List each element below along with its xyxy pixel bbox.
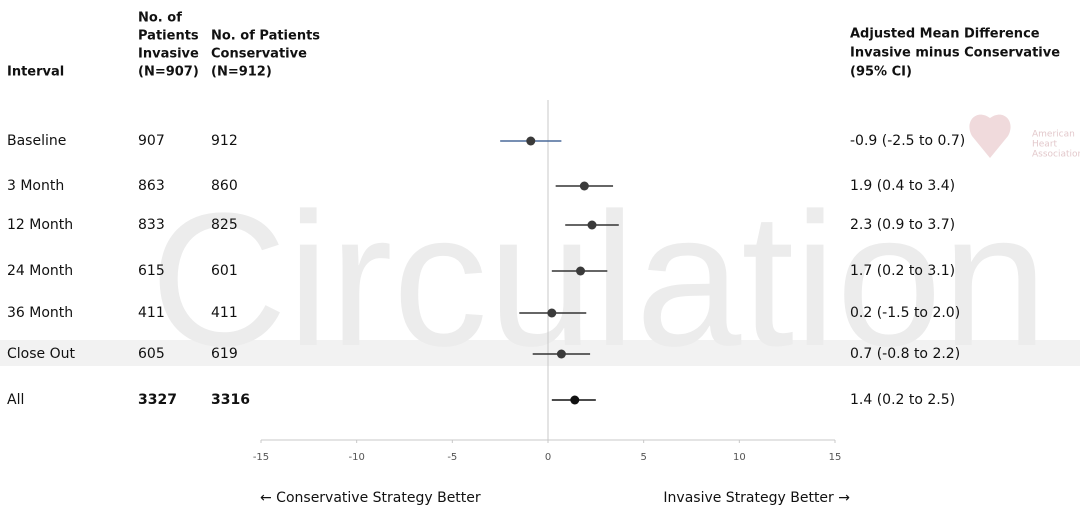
n-invasive: 863 <box>138 178 165 194</box>
x-tick-label: -10 <box>348 452 364 463</box>
n-conservative: 411 <box>211 305 238 321</box>
estimate-point <box>526 136 536 146</box>
x-tick-label: 0 <box>545 452 551 463</box>
column-header: Conservative <box>211 47 307 62</box>
column-header: Invasive minus Conservative <box>850 46 1060 61</box>
x-tick-label: 10 <box>733 452 746 463</box>
n-conservative: 601 <box>211 263 238 279</box>
n-invasive: 411 <box>138 305 165 321</box>
column-header: No. of Patients <box>211 29 320 44</box>
row-label: All <box>7 392 24 408</box>
column-header: Patients <box>138 29 199 44</box>
logo-text: Association <box>1032 150 1080 160</box>
x-tick-label: -5 <box>447 452 457 463</box>
logo-text: Heart <box>1032 140 1058 150</box>
ci-label: 2.3 (0.9 to 3.7) <box>850 217 955 233</box>
column-header: Adjusted Mean Difference <box>850 27 1040 42</box>
row-label: 36 Month <box>7 305 73 321</box>
estimate-point <box>570 395 580 405</box>
row-label: Close Out <box>7 346 75 362</box>
n-conservative: 619 <box>211 346 238 362</box>
estimate-point <box>579 181 589 191</box>
left-direction-label: ← Conservative Strategy Better <box>260 490 481 506</box>
n-conservative: 912 <box>211 133 238 149</box>
row-label: 3 Month <box>7 178 64 194</box>
column-header: (95% CI) <box>850 65 912 80</box>
ci-label: 0.2 (-1.5 to 2.0) <box>850 305 960 321</box>
n-invasive: 833 <box>138 217 165 233</box>
column-header: No. of <box>138 11 182 26</box>
n-conservative: 860 <box>211 178 238 194</box>
ci-label: -0.9 (-2.5 to 0.7) <box>850 133 965 149</box>
estimate-point <box>587 220 597 230</box>
estimate-point <box>576 266 586 276</box>
ci-label: 1.4 (0.2 to 2.5) <box>850 392 955 408</box>
column-header: Interval <box>7 65 64 80</box>
ci-label: 1.9 (0.4 to 3.4) <box>850 178 955 194</box>
row-label: Baseline <box>7 133 66 149</box>
x-tick-label: 5 <box>640 452 646 463</box>
row-label: 12 Month <box>7 217 73 233</box>
n-conservative: 3316 <box>211 392 250 408</box>
column-header: (N=907) <box>138 65 199 80</box>
x-tick-label: 15 <box>829 452 842 463</box>
n-invasive: 3327 <box>138 392 177 408</box>
watermark: Circulation <box>150 174 1048 386</box>
x-tick-label: -15 <box>253 452 269 463</box>
column-header: Invasive <box>138 47 199 62</box>
row-label: 24 Month <box>7 263 73 279</box>
n-conservative: 825 <box>211 217 238 233</box>
column-header: (N=912) <box>211 65 272 80</box>
estimate-point <box>547 308 557 318</box>
logo-heart <box>969 114 1011 158</box>
logo-text: American <box>1032 130 1075 140</box>
estimate-point <box>556 349 566 359</box>
watermark-band <box>0 340 1080 366</box>
n-invasive: 615 <box>138 263 165 279</box>
ci-label: 1.7 (0.2 to 3.1) <box>850 263 955 279</box>
ci-label: 0.7 (-0.8 to 2.2) <box>850 346 960 362</box>
right-direction-label: Invasive Strategy Better → <box>663 490 850 506</box>
n-invasive: 605 <box>138 346 165 362</box>
n-invasive: 907 <box>138 133 165 149</box>
